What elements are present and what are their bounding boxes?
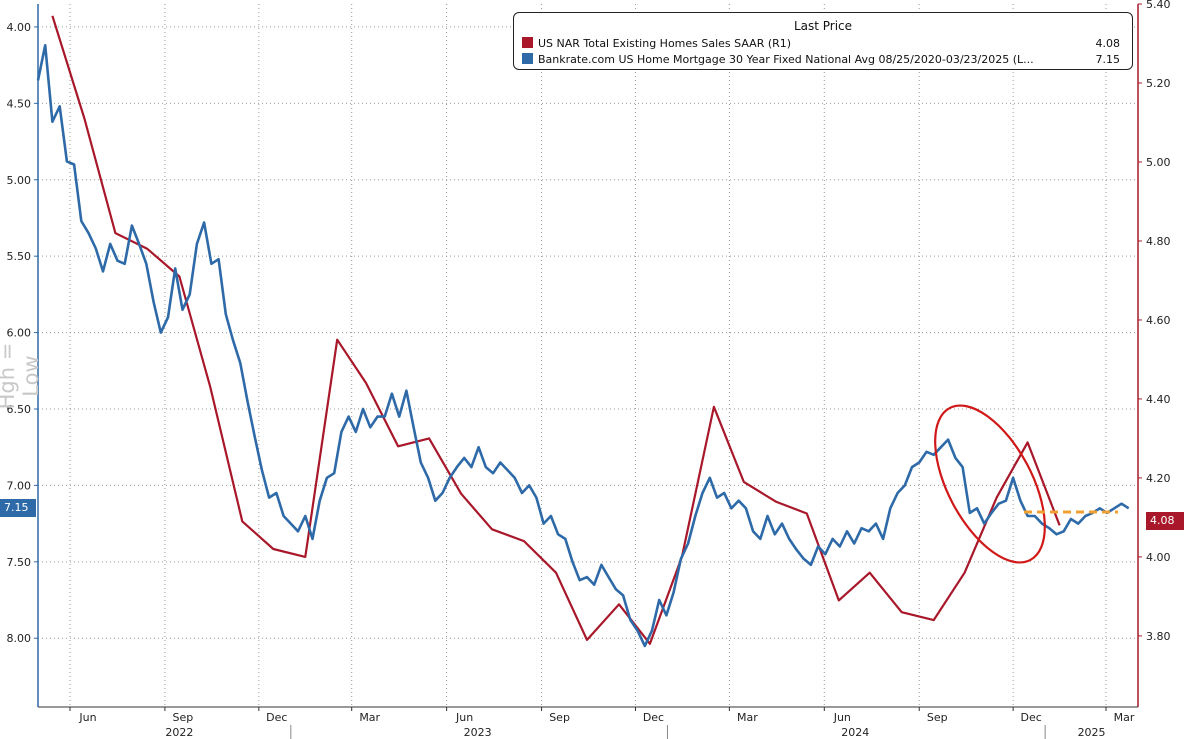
last-value-tag-right: 4.08 (1146, 512, 1184, 530)
x-tick-label-month: Dec (643, 711, 664, 724)
grid (38, 4, 1138, 707)
left-tick-label: 7.50 (7, 556, 32, 569)
x-tick-label-month: Jun (455, 711, 473, 724)
legend-label-sales: US NAR Total Existing Homes Sales SAAR (… (538, 37, 792, 50)
left-tick-label: 6.50 (7, 403, 32, 416)
x-tick-label-month: Sep (927, 711, 948, 724)
axes: 4.00 4.50 5.00 5.50 6.00 6.50 7.00 7.50 8.00 3.80… (7, 0, 1171, 739)
last-value-tag-left: 7.15 (0, 499, 36, 517)
right-tick-label: 4.20 (1146, 472, 1171, 485)
left-tick-label: 6.00 (7, 327, 32, 340)
legend-value-mortgage: 7.15 (1095, 53, 1121, 66)
legend-label-mortgage: Bankrate.com US Home Mortgage 30 Year Fi… (538, 53, 1034, 66)
legend-item-sales: US NAR Total Existing Homes Sales SAAR (… (522, 36, 1124, 52)
x-tick-label-year: 2023 (464, 726, 492, 739)
left-tick-label: 4.50 (7, 97, 32, 110)
x-tick-label-month: Dec (1020, 711, 1041, 724)
x-tick-label-month: Dec (266, 711, 287, 724)
left-tick-label: 8.00 (7, 632, 32, 645)
left-tick-label: 4.00 (7, 21, 32, 34)
legend-item-mortgage: Bankrate.com US Home Mortgage 30 Year Fi… (522, 52, 1124, 68)
mortgage-swatch (522, 53, 533, 64)
x-tick-label-year: 2024 (841, 726, 869, 739)
sales-swatch (522, 37, 533, 48)
x-tick-label-month: Mar (359, 711, 380, 724)
x-tick-label-month: Mar (737, 711, 758, 724)
right-tick-label: 5.20 (1146, 77, 1171, 90)
x-tick-label-month: Jun (78, 711, 96, 724)
right-tick-label: 4.80 (1146, 235, 1171, 248)
side-axis-title: Hgh = Low (0, 343, 43, 410)
right-tick-label: 5.40 (1146, 0, 1171, 11)
x-tick-label-month: Jun (833, 711, 851, 724)
left-tick-label: 7.00 (7, 479, 32, 492)
legend-heading: Last Price (793, 19, 853, 33)
left-tick-label: 5.00 (7, 174, 32, 187)
left-tick-label: 5.50 (7, 250, 32, 263)
legend: Last Price US NAR Total Existing Homes S… (513, 12, 1133, 70)
right-tick-label: 4.40 (1146, 393, 1171, 406)
highlight-ellipse (934, 404, 1046, 564)
series-layer (36, 15, 1130, 648)
x-tick-label-month: Mar (1114, 711, 1135, 724)
existing-home-sales-line (51, 15, 1061, 645)
right-tick-label: 4.60 (1146, 314, 1171, 327)
right-tick-label: 4.00 (1146, 551, 1171, 564)
x-tick-label-year: 2022 (165, 726, 193, 739)
legend-value-sales: 4.08 (1095, 37, 1121, 50)
right-tick-label: 5.00 (1146, 156, 1171, 169)
right-tick-label: 3.80 (1146, 630, 1171, 643)
x-tick-label-month: Sep (173, 711, 194, 724)
mortgage-rate-line (36, 43, 1130, 648)
x-tick-label-year: 2025 (1078, 726, 1106, 739)
x-tick-label-month: Sep (549, 711, 570, 724)
